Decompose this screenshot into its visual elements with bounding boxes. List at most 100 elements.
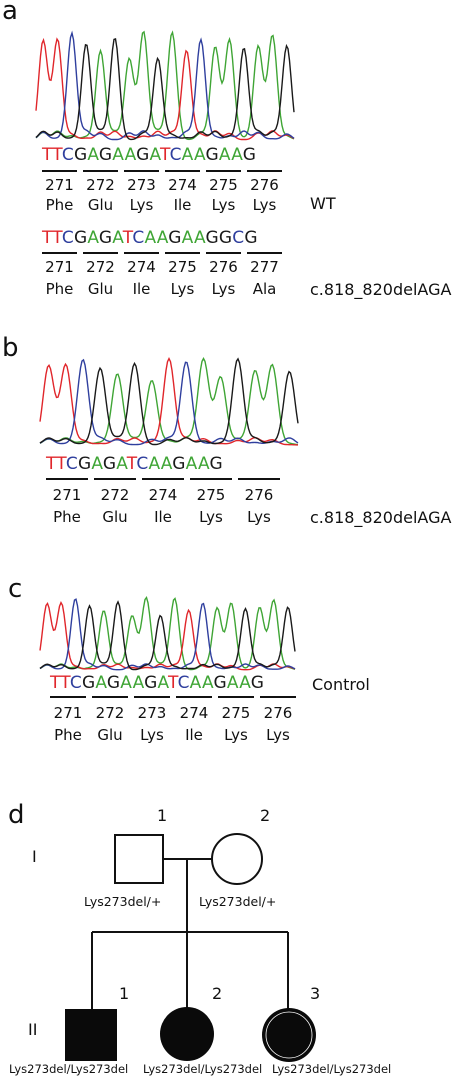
wt-base-1: T [42,145,53,165]
b-base-1: T [46,454,57,474]
II-2-genotype: Lys273del/Lys273del [143,1062,263,1076]
wt-base-15: G [205,145,219,165]
pedigree-I-1-male [114,834,164,884]
c-codon-underline-2 [92,696,128,698]
sequence-c: TTCGAGAAGATCAAGAAG [50,673,264,693]
wt-amino-acid-4: Ile [173,196,192,214]
mut-codon-underline-1 [42,252,77,254]
c-codon-number-3: 273 [137,704,167,722]
c-amino-acid-3: Lys [140,726,164,744]
b-base-11: A [160,454,173,474]
mut-base-9: C [132,228,145,248]
control-label: Control [312,675,370,694]
mut-codon-underline-3 [124,252,159,254]
b-base-4: G [77,454,92,474]
b-codon-number-4: 275 [196,486,226,504]
wt-codon-underline-6 [247,170,282,172]
mut-amino-acid-3: Ile [132,280,151,298]
c-base-15: G [213,673,227,693]
panel-a-letter: a [2,0,18,26]
mut-base-6: G [98,228,113,248]
mut-base-15: G [205,228,219,248]
panel-d-letter: d [8,800,25,830]
c-base-17: A [239,673,251,693]
mut-codon-number-6: 277 [250,258,279,276]
wt-amino-acid-6: Lys [252,196,277,214]
mut-amino-acid-5: Lys [211,280,236,298]
b-base-13: A [185,454,198,474]
b-base-6: G [102,454,117,474]
c-base-18: G [250,673,265,693]
c-trace-G [39,600,296,671]
b-trace-G [39,357,299,446]
b-codon-underline-5 [238,478,280,480]
b-codon-underline-3 [142,478,184,480]
mut-base-13: A [181,228,194,248]
b-base-12: G [172,454,186,474]
sequence-b: TTCGAGATCAAGAAG [46,454,223,474]
c-codon-underline-3 [134,696,170,698]
c-base-16: A [226,673,240,693]
mut-codon-number-3: 274 [127,258,156,276]
II-1-number: 1 [119,984,130,1003]
II-3-number: 3 [310,984,321,1003]
c-codon-number-5: 275 [221,704,251,722]
c-trace-T [39,600,296,671]
c-codon-underline-4 [176,696,212,698]
c-codon-number-1: 271 [53,704,83,722]
b-trace-A [39,356,299,446]
wt-base-6: G [98,145,113,165]
mut-codon-number-5: 276 [209,258,238,276]
wt-codon-underline-1 [42,170,77,172]
c-amino-acid-2: Glu [97,726,123,744]
wt-base-18: G [242,145,257,165]
wt-amino-acid-3: Lys [129,196,154,214]
pedigree-I-2-female [211,833,263,885]
mut-amino-acid-6: Ala [252,280,277,298]
c-base-8: A [132,673,145,693]
mut-amino-acid-1: Phe [45,280,74,298]
sequence-wt: TTCGAGAAGATCAAGAAG [42,145,256,165]
a-trace-T [35,37,295,141]
mut-base-14: A [193,228,206,248]
c-base-13: A [189,673,202,693]
sequence-mut: TTCGAGATCAAGAAGGCG [42,228,258,248]
chromatogram-a [35,30,295,141]
mut-base-11: A [156,228,169,248]
mut-codon-number-1: 271 [45,258,74,276]
b-amino-acid-3: Ile [154,508,172,526]
a-trace-G [35,37,295,141]
b-base-10: A [148,454,161,474]
mut-codon-underline-6 [247,252,282,254]
panel-c-letter: c [8,574,23,604]
mut-base-10: A [144,228,157,248]
I-2-genotype: Lys273del/+ [199,894,277,909]
c-base-9: G [144,673,158,693]
c-base-7: A [120,673,133,693]
b-base-3: C [65,454,78,474]
wt-base-11: T [159,145,170,165]
b-codon-number-3: 274 [148,486,178,504]
b-base-14: A [197,454,210,474]
II-1-genotype: Lys273del/Lys273del [9,1062,129,1076]
wt-codon-number-3: 273 [127,176,156,194]
c-codon-underline-6 [260,696,296,698]
mut-codon-underline-4 [165,252,200,254]
c-codon-number-2: 272 [95,704,125,722]
mut-base-1: T [42,228,53,248]
mut-base-12: G [168,228,182,248]
c-codon-number-4: 274 [179,704,209,722]
mut-label-b: c.818_820delAGA [310,508,452,527]
c-amino-acid-1: Phe [54,726,82,744]
c-codon-number-6: 276 [263,704,293,722]
b-base-7: A [116,454,127,474]
mut-base-2: T [52,228,62,248]
mut-base-5: A [87,228,99,248]
b-codon-number-1: 271 [52,486,82,504]
mut-base-18: G [244,228,258,248]
wt-base-16: A [218,145,232,165]
b-base-15: G [209,454,223,474]
wt-base-7: A [112,145,125,165]
wt-base-13: A [181,145,194,165]
